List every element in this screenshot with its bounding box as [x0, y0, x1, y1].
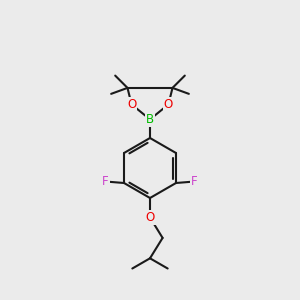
Text: B: B — [146, 113, 154, 126]
Text: F: F — [191, 175, 198, 188]
Text: O: O — [146, 211, 154, 224]
Text: O: O — [164, 98, 173, 111]
Text: F: F — [102, 175, 109, 188]
Text: O: O — [127, 98, 136, 111]
